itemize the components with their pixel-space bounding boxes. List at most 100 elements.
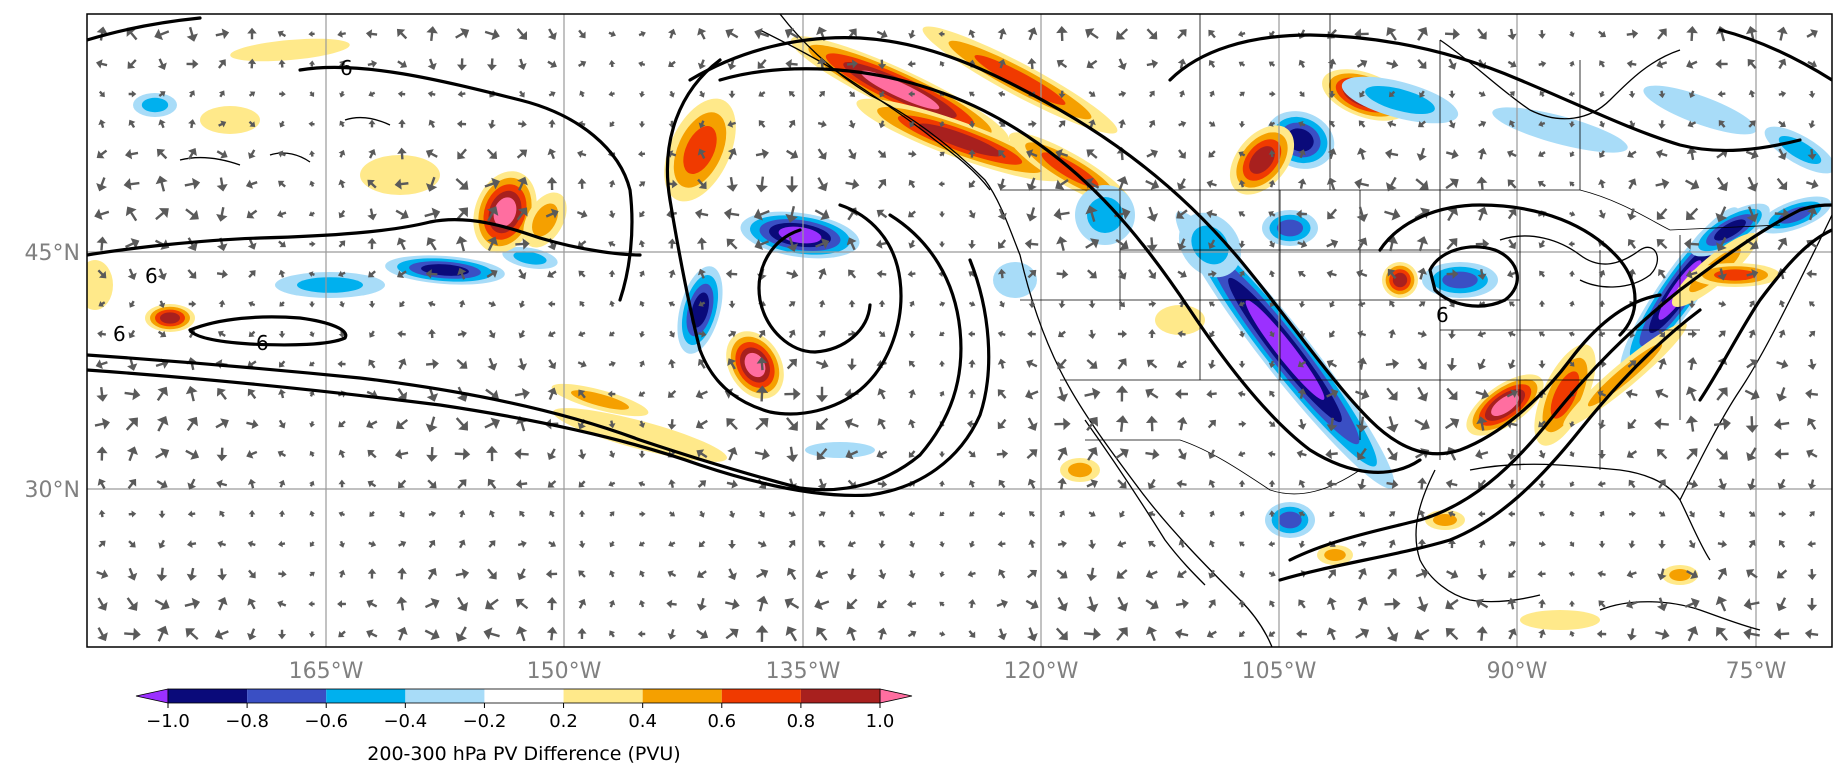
wind-vector-arrow [487,357,498,371]
pv-positive-anomaly [532,203,558,237]
wind-vector-arrow [1055,148,1069,159]
wind-vector-arrow [94,417,110,430]
wind-vector-arrow [184,177,201,190]
wind-vector-arrow [1146,59,1159,69]
wind-vector-arrow [455,236,468,252]
wind-vector-arrow [1507,60,1517,68]
pv-positive-anomaly [1324,549,1346,561]
wind-vector-arrow [698,540,706,548]
wind-vector-arrow [1174,628,1189,640]
wind-vector-arrow [667,389,677,398]
wind-vector-arrow [1297,178,1307,189]
wind-vector-arrow [846,59,858,69]
wind-vector-arrow [1147,478,1156,490]
wind-vector-arrow [578,510,586,517]
wind-vector-arrow [1118,90,1127,98]
wind-vector-arrow [1268,179,1276,188]
wind-vector-arrow [188,90,195,98]
wind-vector-arrow [424,629,440,641]
wind-vector-arrow [997,389,1007,399]
wind-vector-arrow [1058,300,1066,309]
wind-vector-arrow [578,270,586,278]
wind-vector-arrow [577,150,587,158]
wind-vector-arrow [1718,330,1726,338]
wind-vector-arrow [1773,628,1790,641]
colorbar-tick-label: 0.6 [707,711,736,732]
wind-vector-arrow [1507,479,1517,490]
wind-vector-arrow [1688,539,1696,549]
wind-vector-arrow [1778,329,1786,339]
wind-vector-arrow [1418,301,1426,307]
wind-vector-arrow [399,510,405,518]
wind-vector-arrow [126,446,138,462]
wind-vector-arrow [1086,149,1098,159]
wind-vector-arrow [968,209,976,219]
map-panel: 6 6 6 6 6 [86,13,1833,648]
wind-vector-arrow [757,540,767,548]
wind-vector-arrow [1268,360,1276,368]
wind-vector-arrow [1807,358,1817,370]
wind-vector-arrow [1145,179,1160,190]
wind-vector-arrow [1746,269,1759,279]
wind-vector-arrow [1717,268,1727,281]
wind-difference-vectors [94,26,1819,642]
wind-vector-arrow [368,149,376,159]
wind-vector-arrow [519,510,525,518]
wind-vector-arrow [695,389,708,400]
wind-vector-arrow [1627,268,1637,279]
wind-vector-arrow [785,176,799,193]
wind-vector-arrow [1746,569,1758,579]
wind-vector-arrow [786,236,799,252]
wind-vector-arrow [548,359,557,370]
wind-vector-arrow [638,240,646,248]
wind-vector-arrow [1507,448,1517,461]
wind-vector-arrow [1207,419,1216,429]
wind-vector-arrow [1116,176,1129,192]
wind-vector-arrow [484,28,500,41]
wind-vector-arrow [1778,120,1786,128]
wind-vector-arrow [216,269,228,279]
pv-negative-anomaly [1087,197,1123,233]
wind-vector-arrow [1178,149,1186,159]
wind-vector-arrow [129,300,136,308]
wind-vector-arrow [1114,207,1131,220]
wind-vector-arrow [1656,448,1668,460]
wind-vector-arrow [1569,481,1575,488]
wind-vector-arrow [1716,387,1728,401]
wind-vector-arrow [455,207,468,221]
pv-positive-anomaly [1392,272,1408,288]
wind-vector-arrow [1447,58,1457,70]
wind-vector-arrow [696,237,707,250]
wind-vector-arrow [1746,447,1757,461]
wind-vector-arrow [1026,359,1038,369]
pv-positive-anomaly [1249,146,1275,174]
pv-positive-anomaly [570,390,630,410]
wind-vector-arrow [308,600,315,608]
wind-vector-arrow [668,330,675,338]
wind-vector-arrow [1268,61,1276,67]
wind-vector-arrow [1598,120,1605,128]
wind-vector-arrow [1177,330,1186,338]
lon-label-105w: 105°W [1242,659,1317,684]
wind-vector-arrow [1717,540,1728,549]
wind-vector-arrow [516,149,528,159]
wind-vector-arrow [1208,59,1216,68]
wind-vector-arrow [1146,206,1159,222]
wind-vector-arrow [96,236,108,251]
wind-vector-arrow [1176,570,1187,579]
wind-vector-arrow [1178,120,1187,128]
wind-vector-arrow [157,268,167,281]
contour-subtropical-trough [87,218,642,257]
wind-vector-arrow [548,91,556,98]
wind-vector-arrow [1658,479,1666,489]
colorbar-segment [484,689,564,703]
wind-vector-arrow [1658,511,1666,517]
wind-vector-arrow [1326,479,1337,489]
wind-vector-arrow [1086,479,1098,489]
wind-vector-arrow [996,599,1008,609]
wind-vector-arrow [1387,626,1399,642]
lon-label-75w: 75°W [1726,659,1787,684]
wind-vector-arrow [394,448,409,460]
wind-vector-arrow [397,626,408,641]
wind-vector-arrow [399,300,405,308]
